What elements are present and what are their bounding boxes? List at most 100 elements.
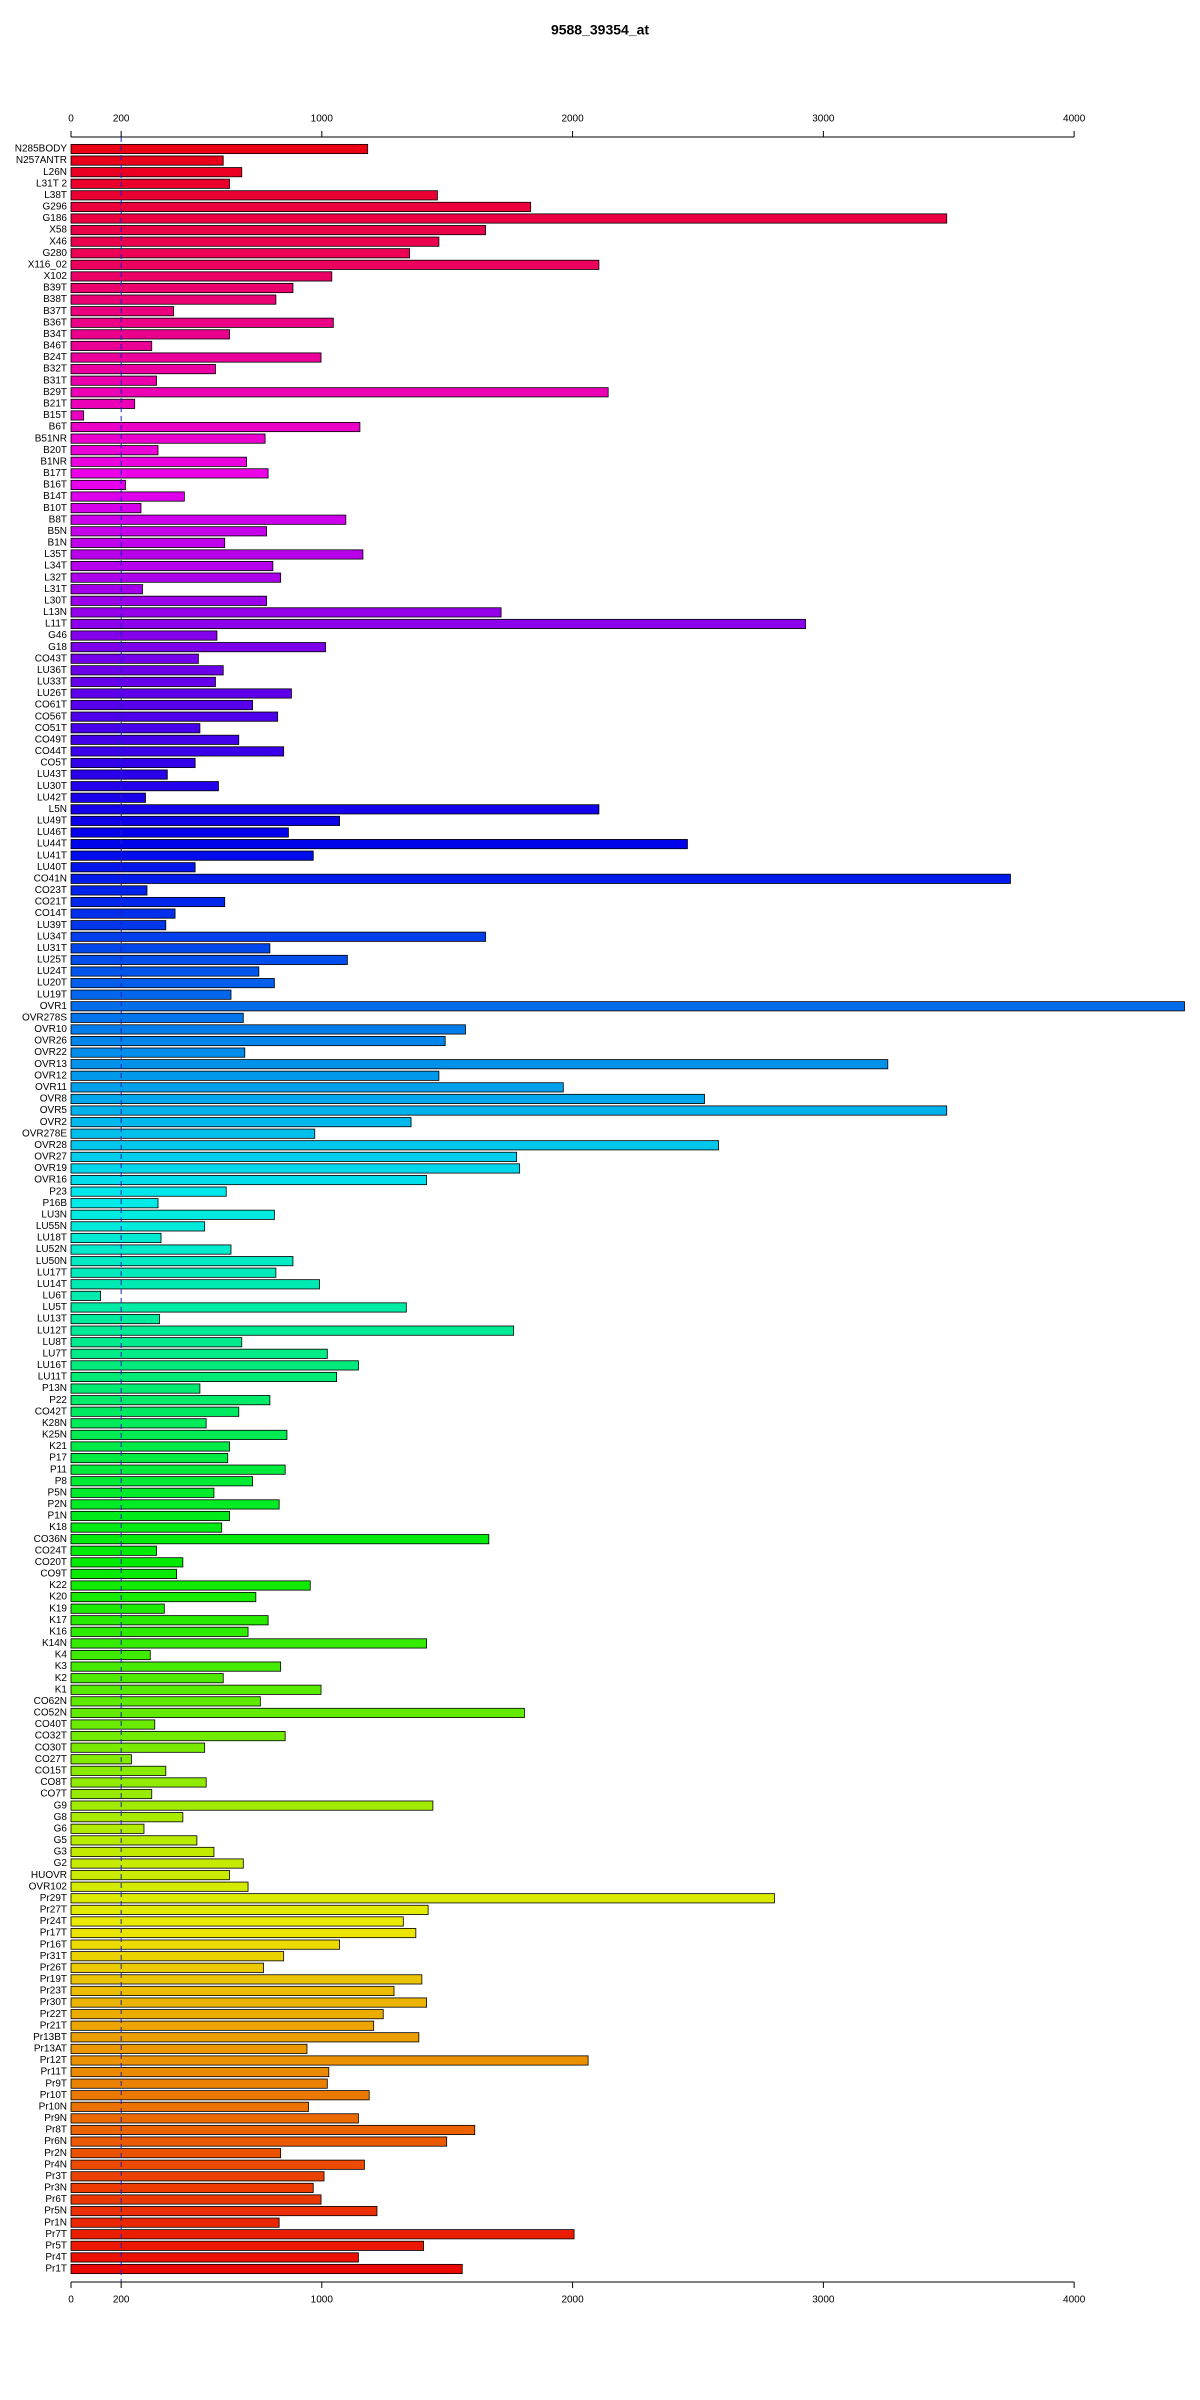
y-tick-label: Pr5T bbox=[45, 2240, 67, 2251]
bar bbox=[70, 584, 143, 595]
bar bbox=[70, 781, 219, 792]
bar bbox=[70, 1464, 286, 1475]
y-tick-label: OVR26 bbox=[34, 1036, 67, 1047]
bar bbox=[70, 1812, 184, 1823]
bar bbox=[70, 1731, 286, 1742]
bar bbox=[70, 306, 174, 317]
y-tick-label: B14T bbox=[43, 491, 67, 502]
bar bbox=[70, 479, 126, 490]
bar bbox=[70, 503, 142, 514]
y-tick-label: G18 bbox=[48, 642, 67, 653]
x-tick-label: 200 bbox=[113, 2295, 130, 2306]
y-tick-label: G9 bbox=[54, 1800, 68, 1811]
bar bbox=[70, 1707, 525, 1718]
bar bbox=[70, 1858, 244, 1869]
bar bbox=[70, 2043, 308, 2054]
bar bbox=[70, 665, 224, 676]
bar bbox=[70, 1418, 207, 1429]
y-tick-label: X46 bbox=[49, 236, 67, 247]
y-tick-label: B29T bbox=[43, 387, 67, 398]
bar bbox=[70, 908, 176, 919]
y-tick-label: OVR8 bbox=[40, 1094, 68, 1105]
bar bbox=[70, 282, 294, 294]
y-tick-label: OVR12 bbox=[34, 1070, 67, 1081]
x-tick-label: 1000 bbox=[311, 2295, 334, 2306]
bar bbox=[70, 1893, 775, 1904]
bar bbox=[70, 294, 277, 305]
bar bbox=[70, 1742, 206, 1753]
bar bbox=[70, 190, 438, 201]
bar bbox=[70, 1835, 198, 1846]
bar bbox=[70, 433, 266, 444]
bar bbox=[70, 2009, 384, 2020]
x-tick-label: 1000 bbox=[311, 114, 334, 125]
y-tick-label: Pr13BT bbox=[33, 2032, 67, 2043]
bar bbox=[70, 989, 232, 1000]
bar bbox=[70, 491, 185, 502]
y-tick-label: B21T bbox=[43, 399, 67, 410]
y-tick-label: B15T bbox=[43, 410, 67, 421]
bar bbox=[70, 1985, 395, 1997]
bar bbox=[70, 1441, 230, 1452]
bar bbox=[70, 2032, 420, 2043]
bar bbox=[70, 618, 806, 630]
bar bbox=[70, 804, 600, 815]
bar bbox=[70, 2182, 314, 2193]
y-tick-label: CO15T bbox=[35, 1765, 67, 1776]
y-tick-label: OVR102 bbox=[29, 1881, 68, 1892]
y-tick-label: B1N bbox=[48, 538, 67, 549]
y-tick-label: L11T bbox=[45, 619, 67, 630]
bar bbox=[70, 364, 216, 375]
y-tick-label: LU24T bbox=[37, 966, 67, 977]
bar bbox=[70, 1592, 257, 1603]
y-tick-label: B17T bbox=[43, 468, 67, 479]
y-tick-label: LU12T bbox=[37, 1325, 67, 1336]
bar bbox=[70, 769, 168, 780]
y-tick-label: K2 bbox=[55, 1673, 68, 1684]
bar bbox=[70, 1800, 434, 1811]
bar bbox=[70, 340, 153, 351]
bar bbox=[70, 561, 274, 572]
bar bbox=[70, 1962, 265, 1973]
bar bbox=[70, 2020, 375, 2031]
y-tick-label: X116_02 bbox=[28, 259, 68, 270]
y-tick-label: CO49T bbox=[35, 734, 67, 745]
bar bbox=[70, 931, 486, 942]
bar bbox=[70, 2148, 282, 2159]
bar bbox=[70, 1534, 490, 1545]
y-tick-label: LU13T bbox=[37, 1314, 67, 1325]
bar bbox=[70, 850, 314, 861]
bar bbox=[70, 1105, 948, 1116]
y-tick-label: LU34T bbox=[37, 931, 67, 942]
y-tick-label: LU30T bbox=[37, 781, 67, 792]
y-tick-label: Pr23T bbox=[40, 1986, 67, 1997]
bar bbox=[70, 1209, 275, 1220]
y-tick-label: CO42T bbox=[35, 1406, 67, 1417]
y-tick-label: OVR19 bbox=[34, 1163, 67, 1174]
y-tick-label: B39T bbox=[43, 283, 67, 294]
y-tick-label: OVR5 bbox=[40, 1105, 68, 1116]
bar bbox=[70, 1939, 340, 1950]
bar bbox=[70, 1974, 423, 1985]
y-tick-label: P22 bbox=[49, 1395, 67, 1406]
bar bbox=[70, 1256, 294, 1267]
bar bbox=[70, 1244, 232, 1255]
bar bbox=[70, 421, 361, 433]
bar bbox=[70, 352, 322, 363]
bar bbox=[70, 1117, 412, 1128]
y-tick-label: P13N bbox=[42, 1383, 67, 1394]
y-tick-label: Pr4N bbox=[44, 2159, 67, 2170]
y-tick-label: CO23T bbox=[35, 885, 67, 896]
y-tick-label: B20T bbox=[43, 445, 67, 456]
y-tick-label: LU18T bbox=[37, 1233, 67, 1244]
y-tick-label: Pr10N bbox=[39, 2101, 67, 2112]
y-tick-label: CO30T bbox=[35, 1742, 67, 1753]
bar bbox=[70, 387, 609, 398]
bar bbox=[70, 1510, 230, 1522]
bar bbox=[70, 2113, 359, 2124]
bar bbox=[70, 398, 136, 409]
y-tick-label: B5N bbox=[48, 526, 67, 537]
bar bbox=[70, 317, 334, 328]
bar bbox=[70, 1093, 705, 1104]
bar bbox=[70, 537, 226, 548]
